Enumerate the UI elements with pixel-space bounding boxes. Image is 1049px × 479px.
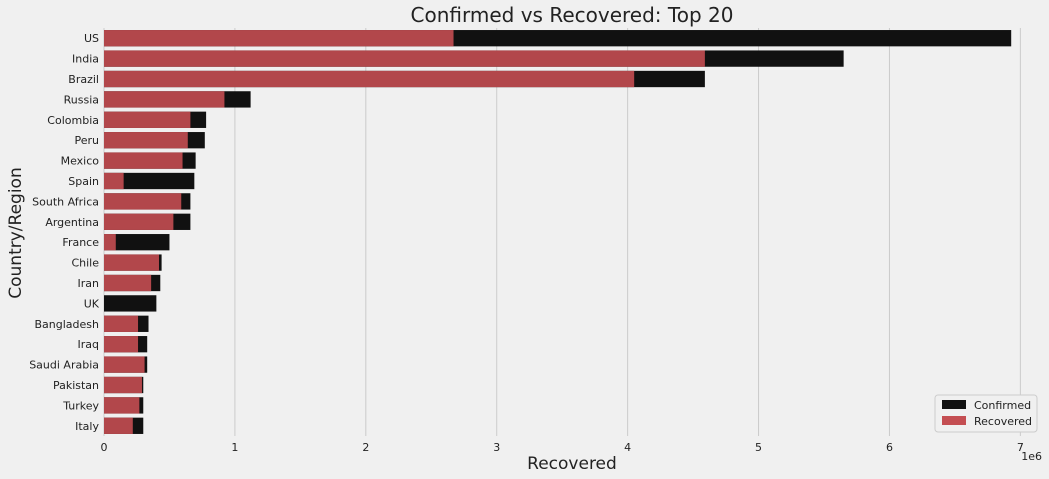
bar-confirmed — [104, 295, 157, 312]
bar-confirmed — [104, 234, 170, 251]
bar-recovered — [104, 111, 191, 128]
bar-recovered — [104, 274, 152, 292]
legend-label-confirmed: Confirmed — [974, 399, 1031, 412]
bar-recovered — [104, 91, 225, 108]
y-tick-label: South Africa — [32, 195, 99, 208]
bar-recovered — [104, 254, 159, 271]
x-tick-label: 6 — [886, 441, 893, 454]
y-tick-label: France — [62, 236, 99, 249]
y-tick-label: Pakistan — [53, 379, 99, 392]
bars — [104, 30, 1012, 434]
chart-title: Confirmed vs Recovered: Top 20 — [411, 3, 734, 27]
x-tick-label: 5 — [755, 441, 762, 454]
bar-recovered — [104, 356, 145, 373]
y-tick-label: Saudi Arabia — [29, 359, 99, 372]
x-tick-labels: 0 1 2 3 4 5 6 7 — [101, 441, 1024, 454]
y-tick-label: Turkey — [62, 399, 99, 412]
legend-swatch-recovered — [942, 416, 966, 425]
bar-recovered — [104, 50, 705, 67]
y-tick-label: Spain — [68, 175, 99, 188]
y-axis-title: Country/Region — [6, 167, 26, 298]
bar-recovered — [104, 315, 139, 332]
y-tick-label: Peru — [74, 134, 99, 147]
bar-confirmed — [104, 172, 195, 190]
y-tick-label: Chile — [71, 257, 99, 270]
y-tick-label: India — [72, 53, 99, 66]
legend-label-recovered: Recovered — [974, 415, 1032, 428]
y-tick-label: UK — [84, 297, 100, 310]
y-tick-label: Iraq — [78, 338, 100, 351]
bar-recovered — [104, 132, 188, 149]
y-tick-label: US — [84, 32, 99, 45]
bar-recovered — [104, 30, 454, 47]
y-tick-label: Argentina — [45, 216, 99, 229]
y-tick-label: Russia — [64, 93, 99, 106]
y-tick-label: Brazil — [68, 73, 99, 86]
legend-swatch-confirmed — [942, 400, 966, 409]
bar-recovered — [104, 193, 182, 210]
bar-recovered — [104, 417, 133, 434]
x-axis-title: Recovered — [527, 454, 617, 474]
bar-recovered — [104, 397, 140, 414]
x-tick-label: 2 — [362, 441, 369, 454]
y-tick-labels: US India Brazil Russia Colombia Peru Mexico Spa… — [29, 32, 100, 433]
y-tick-label: Bangladesh — [35, 318, 100, 331]
bar-recovered — [104, 152, 183, 169]
y-tick-label: Colombia — [47, 114, 99, 127]
gridlines — [103, 28, 1021, 436]
bar-recovered — [104, 172, 124, 190]
legend: Confirmed Recovered — [934, 394, 1038, 433]
x-tick-label: 3 — [493, 441, 500, 454]
y-tick-label: Italy — [75, 420, 99, 433]
bar-recovered — [104, 336, 139, 353]
bar-recovered — [104, 234, 116, 251]
bar-recovered — [104, 70, 635, 88]
x-tick-label: 4 — [624, 441, 631, 454]
bar-recovered — [104, 213, 174, 230]
x-tick-label: 1 — [231, 441, 238, 454]
x-axis-offset-label: 1e6 — [1021, 450, 1042, 463]
x-tick-label: 0 — [101, 441, 108, 454]
x-tick-label: 7 — [1017, 441, 1024, 454]
y-tick-label: Mexico — [61, 155, 100, 168]
bar-recovered — [104, 376, 142, 394]
y-tick-label: Iran — [78, 277, 100, 290]
